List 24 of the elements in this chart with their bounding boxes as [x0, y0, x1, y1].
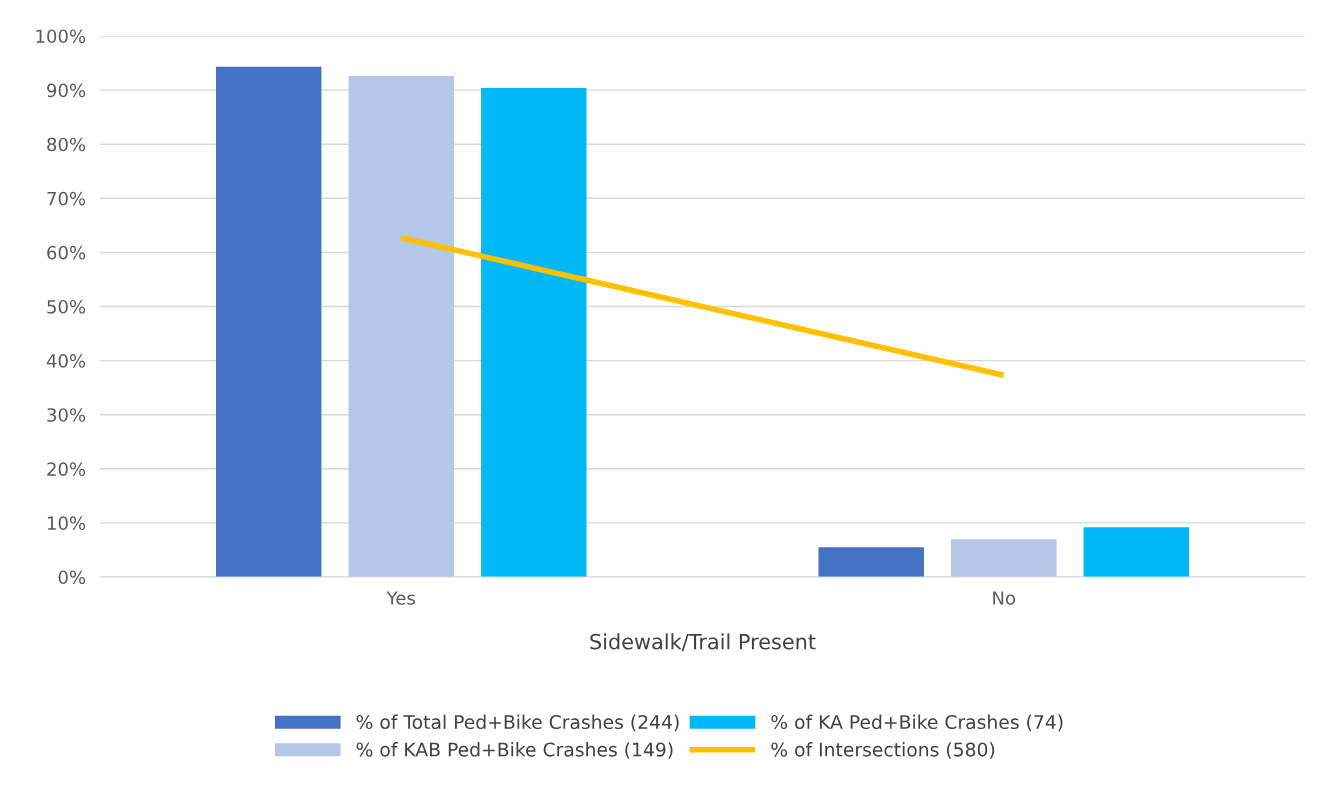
- y-tick-label: 80%: [47, 137, 86, 152]
- legend-label: % of KA Ped+Bike Crashes (74): [771, 714, 1063, 732]
- bar: [951, 539, 1057, 577]
- legend-label: % of Total Ped+Bike Crashes (244): [356, 714, 679, 732]
- bar: [215, 66, 322, 577]
- x-tick-label: No: [993, 591, 1016, 605]
- y-tick-label: 40%: [46, 354, 86, 368]
- y-tick-label: 60%: [47, 245, 86, 260]
- y-tick-label: 100%: [36, 29, 86, 44]
- legend-label: % of Intersections (580): [771, 742, 995, 759]
- bar: [818, 547, 924, 577]
- y-tick-label: 90%: [47, 83, 86, 98]
- bar: [1083, 527, 1190, 577]
- bar: [348, 76, 454, 577]
- y-tick-label: 0%: [58, 570, 86, 585]
- bar: [481, 87, 587, 577]
- y-tick-label: 20%: [47, 462, 86, 476]
- y-tick-label: 50%: [47, 299, 86, 314]
- legend-label: % of KAB Ped+Bike Crashes (149): [356, 742, 673, 759]
- x-axis-title: Sidewalk/Trail Present: [590, 633, 816, 652]
- y-tick-label: 10%: [47, 516, 86, 531]
- x-tick-label: Yes: [386, 591, 415, 605]
- y-tick-label: 70%: [47, 191, 86, 206]
- y-tick-label: 30%: [47, 408, 86, 422]
